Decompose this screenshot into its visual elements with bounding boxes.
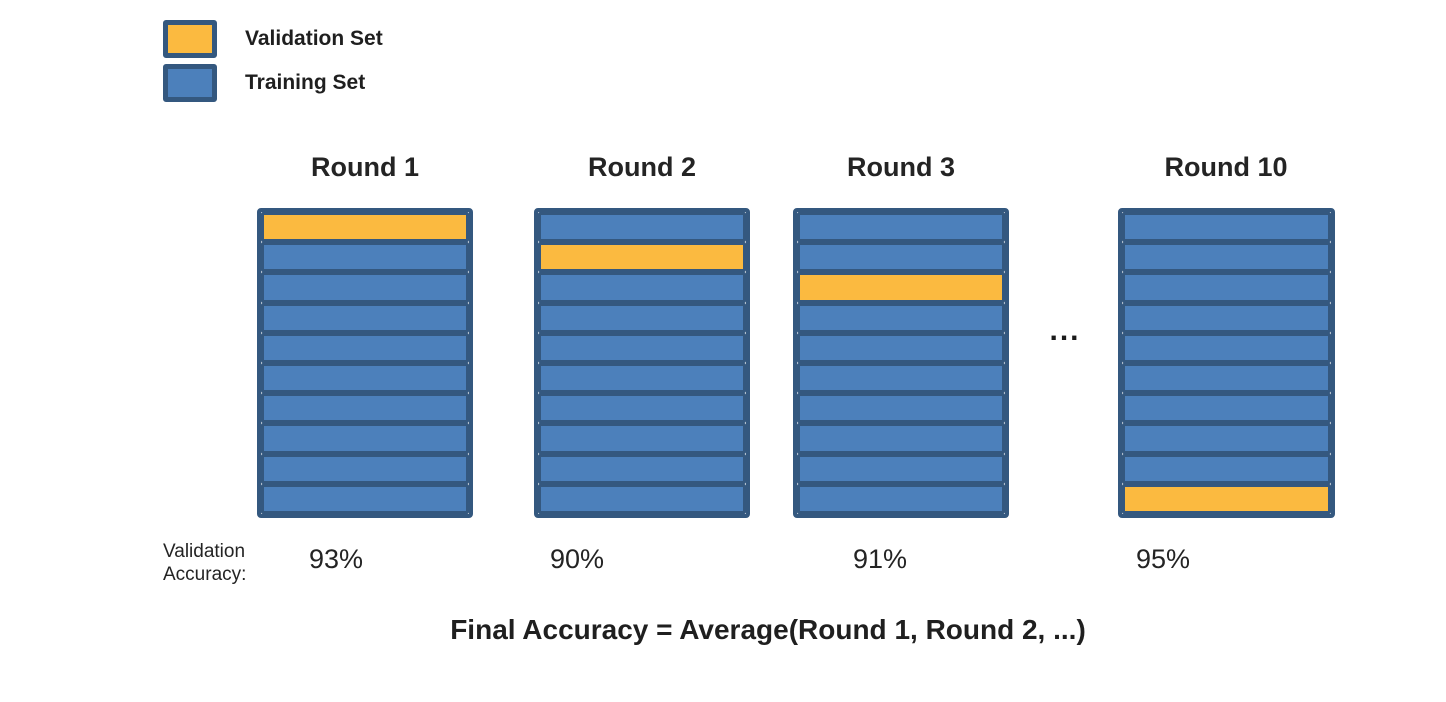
training-fold	[1122, 242, 1331, 273]
training-fold	[1122, 212, 1331, 243]
training-fold	[261, 483, 469, 515]
training-fold	[261, 332, 469, 364]
training-fold	[261, 363, 469, 394]
validation-accuracy-caption-line2: Accuracy:	[163, 564, 247, 585]
training-set-swatch-icon	[163, 64, 217, 102]
final-accuracy-formula: Final Accuracy = Average(Round 1, Round …	[450, 614, 1086, 645]
round-1-fold-stack	[257, 208, 473, 518]
validation-fold	[538, 242, 746, 273]
round-10-fold-stack	[1118, 208, 1335, 518]
training-fold	[797, 212, 1005, 243]
round-1-accuracy: 93%	[308, 544, 364, 574]
legend-label-validation: Validation Set	[245, 27, 383, 50]
round-2-fold-stack	[534, 208, 750, 518]
training-fold	[797, 332, 1005, 364]
training-fold	[538, 453, 746, 484]
round-2-title: Round 2	[588, 152, 696, 182]
training-fold	[797, 302, 1005, 333]
legend: Validation Set Training Set	[163, 20, 383, 108]
legend-label-training: Training Set	[245, 71, 366, 94]
training-fold	[797, 453, 1005, 484]
validation-fold	[1122, 483, 1331, 515]
round-3-fold-stack	[793, 208, 1009, 518]
round-10-title: Round 10	[1164, 152, 1288, 182]
validation-accuracy-caption: Validation Accuracy:	[163, 540, 246, 586]
training-fold	[797, 423, 1005, 454]
training-fold	[797, 363, 1005, 394]
training-fold	[538, 332, 746, 364]
training-fold	[1122, 363, 1331, 394]
legend-item-training: Training Set	[163, 64, 383, 102]
training-fold	[1122, 272, 1331, 303]
training-fold	[538, 483, 746, 515]
training-fold	[261, 242, 469, 273]
training-fold	[1122, 302, 1331, 333]
training-fold	[261, 423, 469, 454]
training-fold	[538, 393, 746, 424]
validation-fold	[797, 272, 1005, 303]
training-fold	[538, 272, 746, 303]
training-fold	[797, 393, 1005, 424]
training-fold	[261, 453, 469, 484]
validation-accuracy-caption-line1: Validation	[163, 541, 246, 562]
rounds-ellipsis: ...	[1049, 314, 1081, 347]
round-10-accuracy: 95%	[1135, 544, 1191, 574]
training-fold	[261, 302, 469, 333]
round-3-title: Round 3	[847, 152, 955, 182]
legend-item-validation: Validation Set	[163, 20, 383, 58]
training-fold	[1122, 453, 1331, 484]
training-fold	[1122, 393, 1331, 424]
training-fold	[538, 363, 746, 394]
round-2-accuracy: 90%	[549, 544, 605, 574]
round-1-title: Round 1	[311, 152, 419, 182]
round-3-accuracy: 91%	[852, 544, 908, 574]
training-fold	[797, 483, 1005, 515]
training-fold	[538, 423, 746, 454]
training-fold	[538, 212, 746, 243]
training-fold	[797, 242, 1005, 273]
training-fold	[1122, 423, 1331, 454]
validation-set-swatch-icon	[163, 20, 217, 58]
validation-fold	[261, 212, 469, 243]
training-fold	[261, 393, 469, 424]
training-fold	[1122, 332, 1331, 364]
training-fold	[261, 272, 469, 303]
training-fold	[538, 302, 746, 333]
